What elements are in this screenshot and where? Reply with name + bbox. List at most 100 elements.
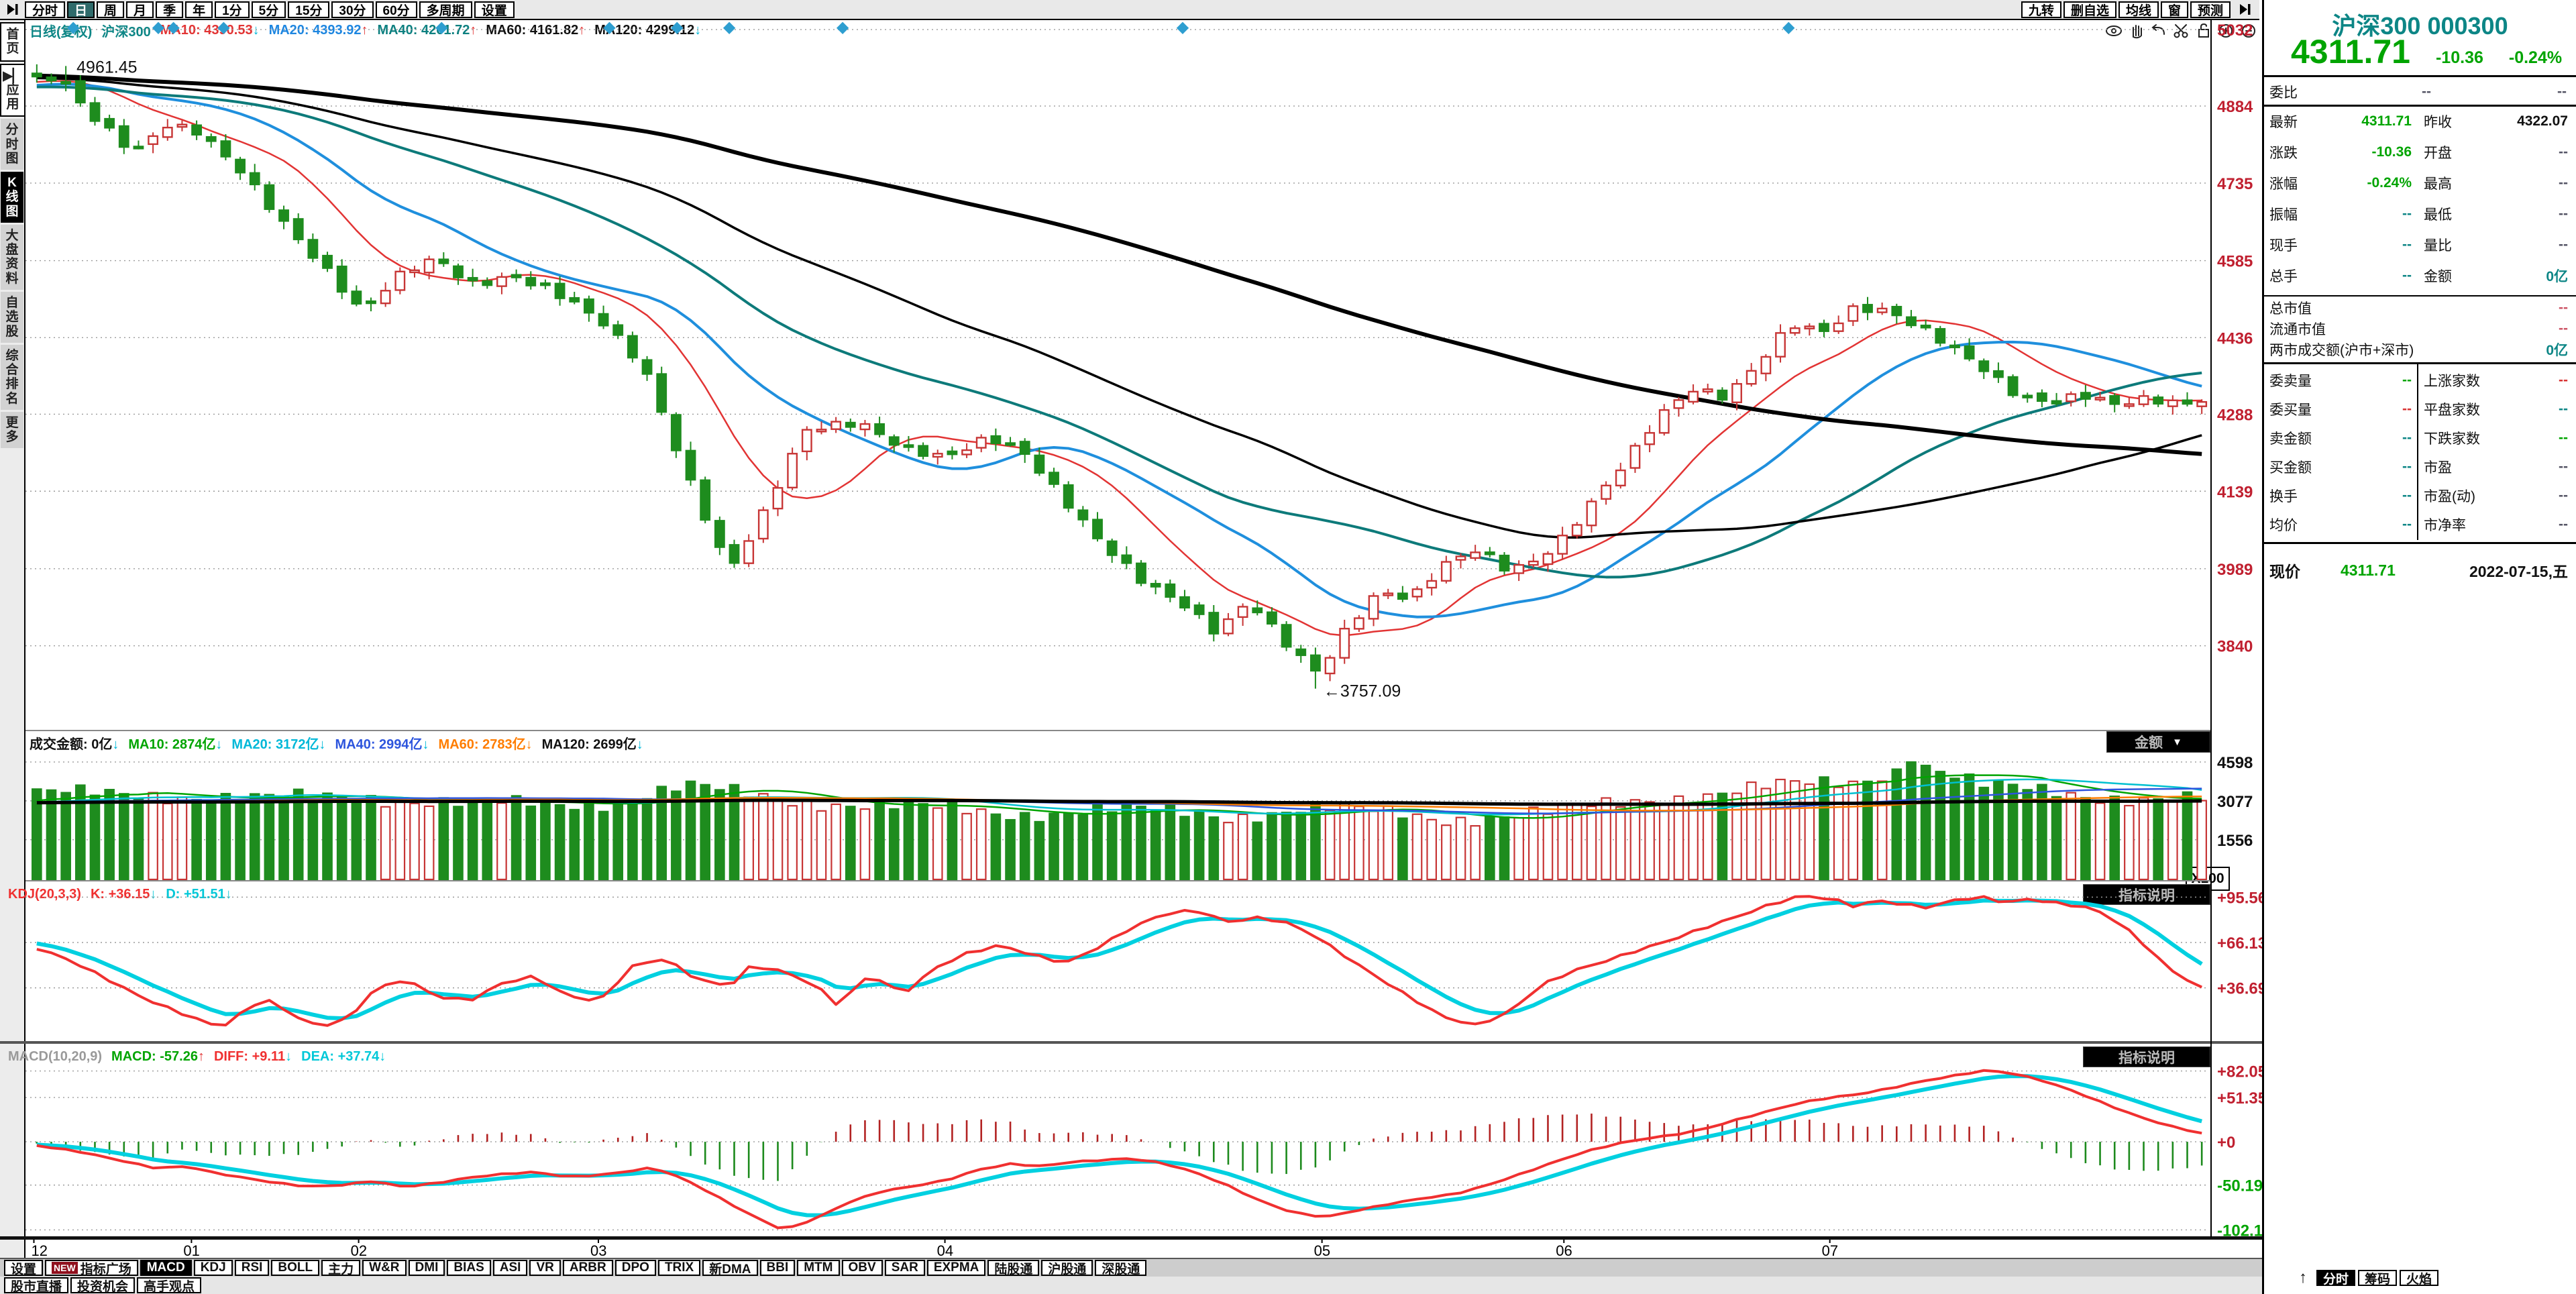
period-tab-日[interactable]: 日 [67, 1, 95, 18]
toolbar-button-均线[interactable]: 均线 [2118, 1, 2159, 18]
indicator-tab-MACD[interactable]: MACD [140, 1260, 192, 1276]
period-tab-周[interactable]: 周 [97, 1, 125, 18]
indicator-tab-ARBR[interactable]: ARBR [562, 1260, 613, 1276]
quote-row: 涨跌 -10.36 开盘 -- [2264, 141, 2576, 164]
period-tab-分时[interactable]: 分时 [25, 1, 66, 18]
bottom-link-高手观点[interactable]: 高手观点 [137, 1277, 202, 1294]
svg-text:02: 02 [351, 1242, 367, 1259]
quote-value: -0.24% [2367, 175, 2412, 191]
sidebar-item-综合排名[interactable]: 综 合 排 名 [1, 344, 23, 410]
skip-forward-icon[interactable] [3, 1, 23, 18]
indicator-tab-SAR[interactable]: SAR [884, 1260, 925, 1276]
indicator-tab-新DMA[interactable]: 新DMA [702, 1260, 758, 1277]
indicator-tab-指标广场[interactable]: NEW 指标广场 [45, 1260, 138, 1277]
zoom-out-icon[interactable] [2239, 22, 2258, 43]
svg-text:◆: ◆ [1782, 18, 1795, 36]
bottom-link-投资机会[interactable]: 投资机会 [70, 1277, 136, 1294]
legend-item: MA120: 2699亿↓ [541, 737, 643, 752]
quote-label: 金额 [2424, 269, 2452, 284]
indicator-tab-DPO[interactable]: DPO [614, 1260, 656, 1276]
sidebar-item-大盘资料[interactable]: 大 盘 资 料 [1, 224, 23, 290]
indicator-tab-MTM[interactable]: MTM [797, 1260, 840, 1276]
sidebar-item-分时图[interactable]: 分 时 图 [1, 119, 23, 170]
quote-value: -- [2559, 237, 2568, 252]
macd-legend: MACD(10,20,9) MACD: -57.26↑ DIFF: +9.11↓ DE… [8, 1046, 386, 1067]
indicator-tab-沪股通[interactable]: 沪股通 [1041, 1260, 1093, 1277]
panel-tab-分时[interactable]: 分时 [2316, 1270, 2356, 1287]
indicator-tab-OBV[interactable]: OBV [841, 1260, 883, 1276]
period-tab-5分[interactable]: 5分 [251, 1, 286, 18]
toolbar-button-九转[interactable]: 九转 [2021, 1, 2061, 18]
legend-item: MA20: 3172亿↓ [231, 737, 326, 752]
period-tab-设置[interactable]: 设置 [474, 1, 515, 18]
quote-row: 委买量 -- 平盘家数 -- [2264, 398, 2576, 421]
quote-label: 量比 [2424, 238, 2452, 254]
panel-tab-火焰[interactable]: 火焰 [2400, 1270, 2439, 1287]
toolbar-button-预测[interactable]: 预测 [2190, 1, 2231, 18]
indicator-tab-VR[interactable]: VR [529, 1260, 561, 1276]
quote-value: 4311.71 [2361, 113, 2412, 129]
svg-text:4436: 4436 [2217, 329, 2253, 347]
skip-forward-icon[interactable] [2235, 1, 2255, 18]
quote-value: -- [2402, 206, 2412, 221]
toolbar-button-窗[interactable]: 窗 [2160, 1, 2188, 18]
indicator-tab-RSI[interactable]: RSI [234, 1260, 270, 1276]
macd-indicator-help-button[interactable]: 指标说明 [2083, 1046, 2210, 1067]
new-badge: NEW [52, 1262, 78, 1274]
volume-source-dropdown[interactable]: 金额 ▼ [2106, 731, 2210, 753]
quote-value: -- [2402, 372, 2412, 388]
svg-text:4288: 4288 [2217, 406, 2253, 424]
panel-tab-筹码[interactable]: 筹码 [2358, 1270, 2398, 1287]
indicator-tab-设置[interactable]: 设置 [4, 1260, 44, 1277]
period-tab-季[interactable]: 季 [156, 1, 184, 18]
scissors-icon[interactable] [2172, 22, 2191, 43]
expand-up-icon[interactable]: ↑ [2299, 1269, 2307, 1287]
sidebar-item-更多[interactable]: 更 多 [1, 411, 23, 449]
undo-icon[interactable] [2149, 22, 2168, 43]
indicator-tab-W&R[interactable]: W&R [362, 1260, 407, 1276]
indicator-tab-TRIX[interactable]: TRIX [657, 1260, 701, 1276]
period-tab-月[interactable]: 月 [126, 1, 154, 18]
svg-text:06: 06 [1556, 1242, 1572, 1259]
svg-text:12: 12 [31, 1242, 47, 1259]
zoom-in-icon[interactable] [2216, 22, 2235, 43]
period-tab-多周期[interactable]: 多周期 [419, 1, 472, 18]
price-change-pct: -0.24% [2508, 48, 2563, 67]
indicator-tab-陆股通[interactable]: 陆股通 [987, 1260, 1040, 1277]
legend-item: 成交金额: 0亿↓ [30, 737, 119, 752]
indicator-tab-DMI[interactable]: DMI [408, 1260, 445, 1276]
kdj-indicator-help-button[interactable]: 指标说明 [2083, 884, 2210, 905]
eye-icon[interactable] [2104, 22, 2124, 43]
hand-icon[interactable] [2128, 22, 2145, 43]
legend-item: DEA: +37.74↓ [301, 1048, 386, 1064]
quote-row: 振幅 -- 最低 -- [2264, 203, 2576, 225]
pane-divider [0, 1236, 2262, 1240]
indicator-tab-BOLL[interactable]: BOLL [271, 1260, 320, 1276]
period-tab-60分[interactable]: 60分 [375, 1, 417, 18]
quote-label: 开盘 [2424, 146, 2452, 161]
quote-label: 总市值 [2269, 301, 2312, 317]
indicator-tab-深股通[interactable]: 深股通 [1095, 1260, 1147, 1277]
quote-label: 昨收 [2424, 115, 2452, 130]
toolbar-button-删自选[interactable]: 删自选 [2063, 1, 2116, 18]
sidebar-item-应用[interactable]: ▶▏ 应 用 [0, 63, 25, 117]
legend-item: D: +51.51↓ [166, 886, 232, 902]
indicator-tab-BBI[interactable]: BBI [759, 1260, 796, 1276]
trend-arrow-icon: ↓ [225, 886, 232, 902]
period-tab-1分[interactable]: 1分 [215, 1, 250, 18]
indicator-tab-主力[interactable]: 主力 [321, 1260, 361, 1277]
indicator-tab-EXPMA[interactable]: EXPMA [926, 1260, 986, 1276]
indicator-tab-ASI[interactable]: ASI [492, 1260, 528, 1276]
sidebar-item-首页[interactable]: 首 页 [0, 22, 25, 62]
period-tab-年[interactable]: 年 [185, 1, 213, 18]
sidebar-item-K线图[interactable]: K 线 图 [1, 172, 23, 223]
quote-row: 换手 -- 市盈(动) -- [2264, 484, 2576, 507]
indicator-tab-BIAS[interactable]: BIAS [447, 1260, 491, 1276]
indicator-tab-KDJ[interactable]: KDJ [193, 1260, 233, 1276]
period-tab-15分[interactable]: 15分 [288, 1, 330, 18]
svg-text:◆: ◆ [723, 18, 736, 36]
period-tab-30分[interactable]: 30分 [331, 1, 374, 18]
sidebar-item-自选股[interactable]: 自 选 股 [1, 291, 23, 343]
bottom-link-股市直播[interactable]: 股市直播 [4, 1277, 69, 1294]
